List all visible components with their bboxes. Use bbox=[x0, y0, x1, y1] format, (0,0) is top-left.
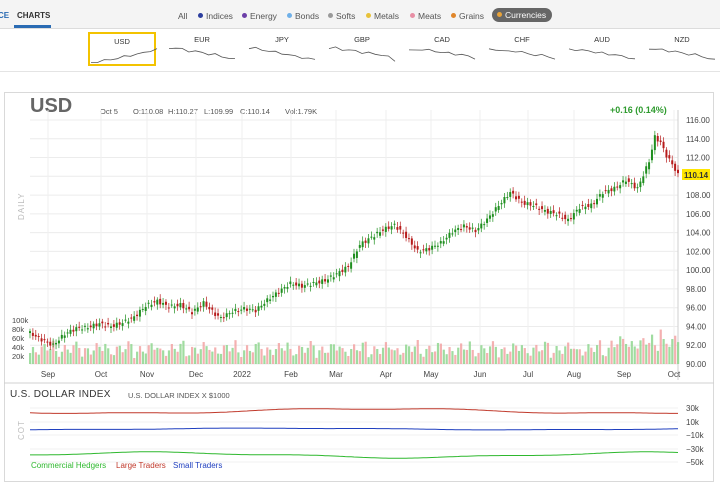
sparkline-path bbox=[408, 48, 476, 60]
filter-label: Indices bbox=[206, 11, 233, 21]
thumbnail-jpy[interactable]: JPY bbox=[248, 32, 316, 66]
thumbnail-label: CHF bbox=[514, 35, 530, 44]
legend-large-traders[interactable]: Large Traders bbox=[116, 461, 166, 470]
thumbnail-label: GBP bbox=[354, 35, 370, 44]
sparkline-path bbox=[248, 46, 316, 60]
timeframe-label: DAILY bbox=[17, 192, 26, 220]
filter-metals[interactable]: Metals bbox=[366, 11, 399, 21]
quote-date: Oct 5 bbox=[100, 107, 118, 116]
filter-label: Metals bbox=[374, 11, 400, 21]
currency-thumbnail-strip: USD EUR JPY GBP CAD CHF AUD NZD bbox=[88, 32, 720, 68]
thumbnail-label: EUR bbox=[194, 35, 210, 44]
sparkline-path bbox=[328, 46, 396, 62]
chart-panel bbox=[4, 92, 714, 482]
thumbnail-eur[interactable]: EUR bbox=[168, 32, 236, 66]
filter-color-dot bbox=[451, 13, 456, 18]
cot-side-label: COT bbox=[17, 420, 26, 440]
thumbnail-cad[interactable]: CAD bbox=[408, 32, 476, 66]
filter-currencies[interactable]: Currencies bbox=[492, 8, 553, 22]
thumbnail-sparkline bbox=[408, 48, 476, 60]
divider bbox=[0, 71, 720, 72]
filter-label: Currencies bbox=[505, 10, 547, 20]
thumbnail-usd[interactable]: USD bbox=[88, 32, 158, 66]
active-tab-indicator bbox=[14, 25, 51, 28]
thumbnail-sparkline bbox=[648, 48, 716, 60]
filter-energy[interactable]: Energy bbox=[242, 11, 277, 21]
thumbnail-label: USD bbox=[114, 37, 130, 46]
quote-low: L:109.99 bbox=[204, 107, 234, 116]
filter-color-dot bbox=[366, 13, 371, 18]
filter-label: Meats bbox=[418, 11, 442, 21]
sparkline-path bbox=[488, 48, 556, 60]
quote-open: O:110.08 bbox=[133, 107, 164, 116]
filter-color-dot bbox=[198, 13, 203, 18]
thumbnail-sparkline bbox=[248, 46, 316, 60]
thumbnail-label: AUD bbox=[594, 35, 610, 44]
sparkline-path bbox=[90, 48, 158, 63]
filter-label: All bbox=[178, 11, 188, 21]
tab-charts[interactable]: CHARTS bbox=[17, 11, 51, 20]
filter-grains[interactable]: Grains bbox=[451, 11, 484, 21]
filter-indices[interactable]: Indices bbox=[198, 11, 233, 21]
filter-color-dot bbox=[328, 13, 333, 18]
cot-subtitle: U.S. DOLLAR INDEX X $1000 bbox=[128, 391, 230, 400]
filter-label: Bonds bbox=[295, 11, 320, 21]
symbol-title: USD bbox=[30, 95, 73, 117]
tab-previous[interactable]: CE bbox=[0, 11, 10, 20]
legend-commercial-hedgers[interactable]: Commercial Hedgers bbox=[31, 461, 107, 470]
quote-volume: Vol:1.79K bbox=[285, 107, 318, 116]
thumbnail-chf[interactable]: CHF bbox=[488, 32, 556, 66]
filter-meats[interactable]: Meats bbox=[410, 11, 441, 21]
filter-all[interactable]: All bbox=[178, 11, 187, 21]
thumbnail-label: JPY bbox=[275, 35, 289, 44]
sparkline-path bbox=[648, 48, 716, 60]
thumbnail-sparkline bbox=[168, 47, 236, 59]
filter-bonds[interactable]: Bonds bbox=[287, 11, 319, 21]
sparkline-path bbox=[568, 48, 636, 60]
thumbnail-label: NZD bbox=[674, 35, 690, 44]
thumbnail-aud[interactable]: AUD bbox=[568, 32, 636, 66]
thumbnail-sparkline bbox=[328, 46, 396, 62]
filter-color-dot bbox=[242, 13, 247, 18]
thumbnail-sparkline bbox=[90, 48, 158, 63]
filter-label: Grains bbox=[459, 11, 485, 21]
quote-high: H:110.27 bbox=[168, 107, 198, 116]
thumbnail-sparkline bbox=[488, 48, 556, 60]
sparkline-path bbox=[168, 47, 236, 59]
filter-label: Energy bbox=[250, 11, 277, 21]
quote-close: C:110.14 bbox=[240, 107, 270, 116]
thumbnail-label: CAD bbox=[434, 35, 450, 44]
cot-section-title: U.S. DOLLAR INDEX bbox=[10, 389, 111, 400]
thumbnail-sparkline bbox=[568, 48, 636, 60]
filter-color-dot bbox=[287, 13, 292, 18]
thumbnail-nzd[interactable]: NZD bbox=[648, 32, 716, 66]
legend-small-traders[interactable]: Small Traders bbox=[173, 461, 223, 470]
top-nav-bar: CE CHARTS All Indices Energy Bonds Softs Meta… bbox=[0, 0, 720, 29]
thumbnail-gbp[interactable]: GBP bbox=[328, 32, 396, 66]
price-change: +0.16 (0.14%) bbox=[610, 105, 667, 115]
filter-softs[interactable]: Softs bbox=[328, 11, 355, 21]
filter-color-dot bbox=[497, 12, 502, 17]
filter-color-dot bbox=[410, 13, 415, 18]
filter-label: Softs bbox=[336, 11, 356, 21]
